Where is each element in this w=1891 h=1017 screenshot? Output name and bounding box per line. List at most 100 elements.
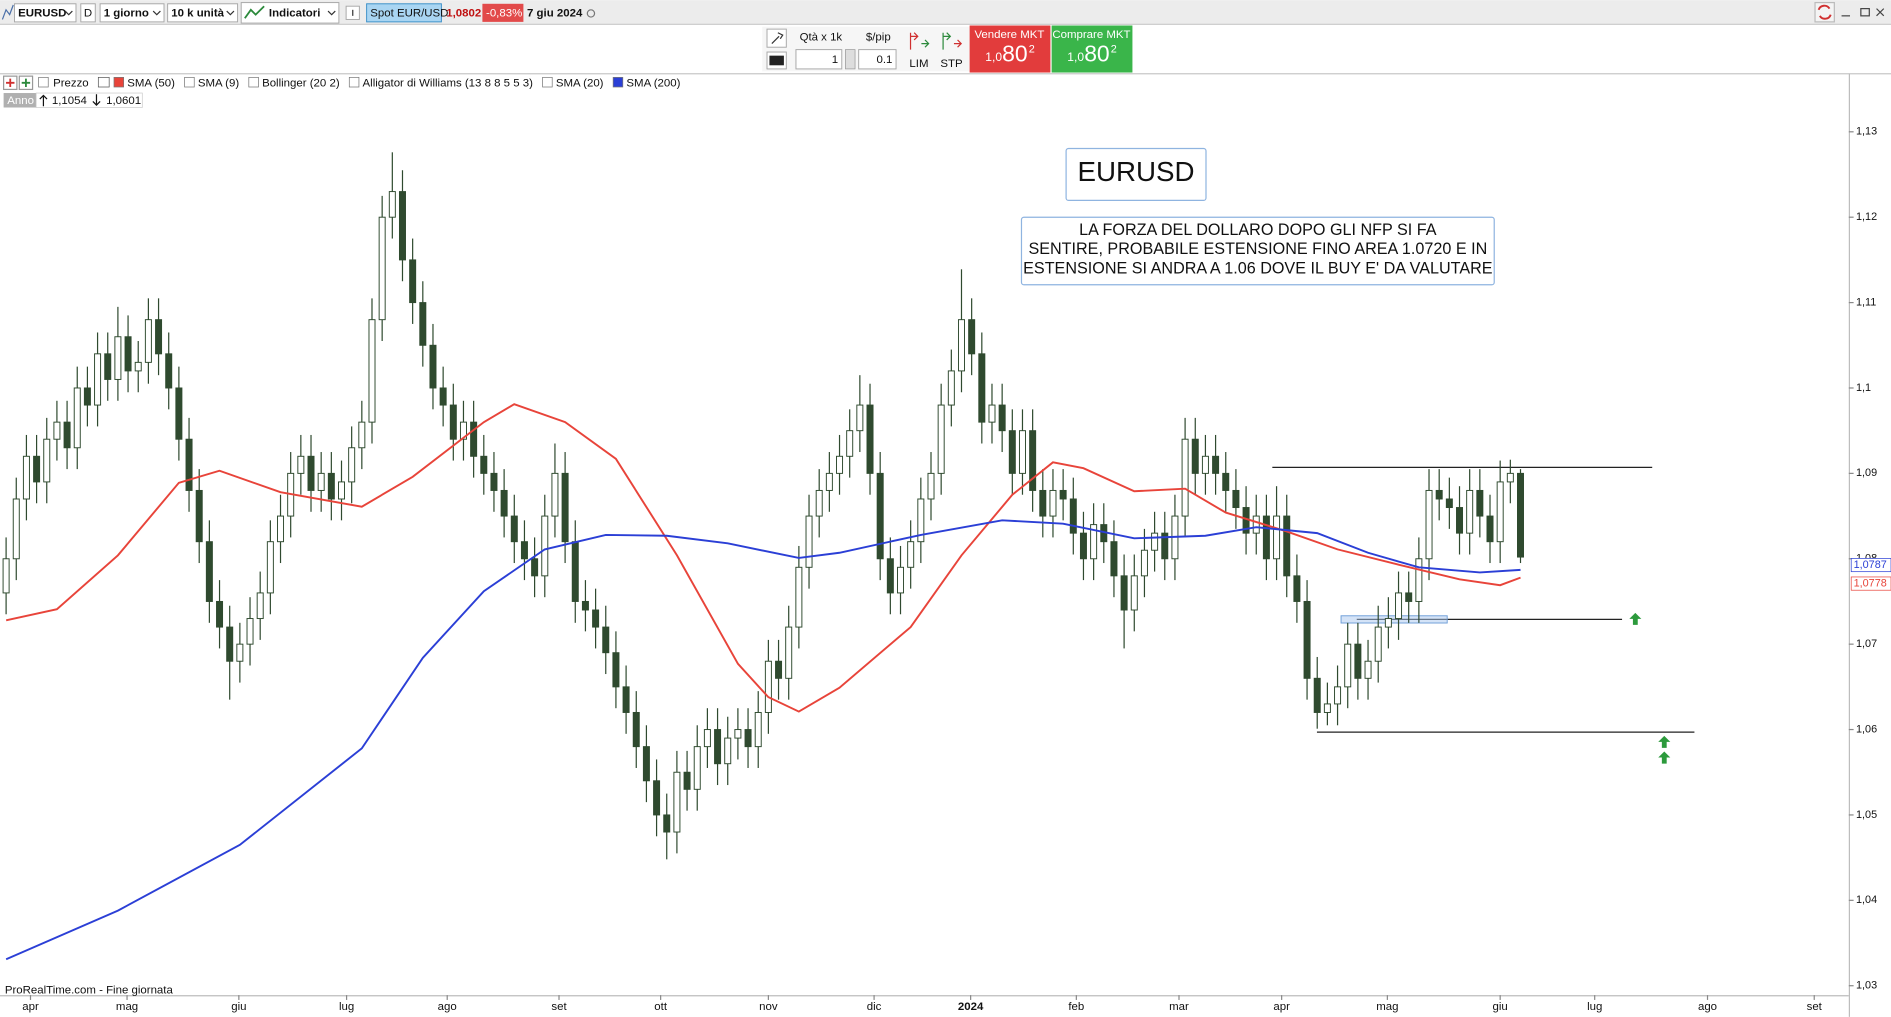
candle-body: [1090, 524, 1098, 560]
candle-body: [714, 729, 722, 765]
list-icon: [97, 76, 110, 88]
x-tick-label: 2024: [958, 1001, 984, 1013]
candle-body: [195, 489, 203, 543]
candle-body: [1456, 507, 1464, 534]
candle-body: [1039, 489, 1047, 517]
qty-value: 1: [832, 54, 838, 66]
candle-body: [510, 515, 518, 543]
legend-entry[interactable]: Alligator di Williams (13 8 8 5 5 3): [363, 77, 534, 89]
qty-spinner[interactable]: [845, 49, 856, 70]
candle-body: [571, 541, 579, 602]
candle-body: [1435, 489, 1443, 500]
x-tick-label: set: [1807, 1001, 1823, 1013]
candle-body: [1476, 489, 1484, 517]
legend-entry[interactable]: Prezzo: [53, 77, 89, 89]
candle-body: [266, 541, 274, 594]
candle-body: [470, 421, 478, 457]
stop-label[interactable]: STP: [940, 58, 963, 70]
instrument-box[interactable]: [366, 3, 442, 23]
candle-body: [1303, 600, 1311, 679]
candle-body: [63, 421, 71, 449]
candle-body: [581, 600, 589, 611]
caret: [152, 10, 161, 16]
x-tick-label: apr: [22, 1001, 39, 1013]
period-low: 1,0601: [106, 95, 141, 107]
stop-icon[interactable]: [942, 32, 952, 50]
candle-body: [226, 626, 234, 662]
candle-body: [1415, 558, 1423, 602]
symbol-box[interactable]: [13, 3, 77, 23]
legend-entry[interactable]: SMA (200): [626, 77, 680, 89]
candle-body: [693, 746, 701, 790]
x-tick-label: dic: [867, 1001, 882, 1013]
legend-checkbox: [348, 76, 360, 88]
indicators-label: Indicatori: [269, 7, 320, 19]
x-tick-label: mag: [1376, 1001, 1398, 1013]
candle-body: [1384, 618, 1392, 628]
period-code-box[interactable]: [80, 3, 96, 23]
candle-body: [795, 566, 803, 628]
legend-entry[interactable]: Bollinger (20 2): [262, 77, 340, 89]
candle-body: [1313, 677, 1321, 713]
app-icon[interactable]: [1, 4, 14, 20]
limit-icon[interactable]: [909, 32, 919, 50]
x-tick-label: giu: [1493, 1001, 1508, 1013]
candle-body: [551, 472, 559, 517]
candle-body: [205, 541, 213, 602]
sell-button[interactable]: [969, 25, 1051, 73]
candle-body: [1374, 626, 1382, 662]
period-label: Anno: [7, 95, 34, 107]
candle-body: [1069, 498, 1077, 534]
candle-body: [2, 558, 10, 594]
y-tick-label: 1,11: [1856, 296, 1876, 308]
restore-button[interactable]: [1860, 8, 1870, 17]
limit-label[interactable]: LIM: [909, 58, 928, 70]
candle-body: [1029, 430, 1037, 491]
last-value-label: 1,0778: [1854, 577, 1887, 589]
candle-body: [155, 319, 163, 355]
legend-entry[interactable]: SMA (20): [556, 77, 604, 89]
candle-body: [409, 259, 417, 304]
legend-entry[interactable]: SMA (9): [198, 77, 240, 89]
candle-body: [358, 421, 366, 449]
quantity-box[interactable]: [167, 3, 239, 23]
timeframe: 1 giorno: [104, 7, 149, 19]
candle-body: [94, 353, 102, 406]
caret: [226, 10, 235, 16]
x-tick-label: nov: [759, 1001, 778, 1013]
candle-body: [937, 404, 945, 474]
candle-body: [744, 729, 752, 748]
buy-price-main: 80: [1084, 41, 1109, 67]
x-tick-label: giu: [231, 1001, 246, 1013]
candle-body: [216, 600, 224, 628]
annotation-box[interactable]: [1020, 216, 1495, 286]
candle-body: [1273, 515, 1281, 560]
qty-input[interactable]: [795, 49, 843, 70]
candle-body: [734, 729, 742, 739]
annotation-title-box[interactable]: [1065, 147, 1207, 201]
buy-arrow-icon: [1658, 735, 1671, 764]
pip-input[interactable]: [858, 49, 897, 70]
timeframe-box[interactable]: [99, 3, 165, 23]
change-box: [482, 3, 524, 22]
candle-body: [83, 387, 91, 406]
candle-body: [917, 498, 925, 543]
candle-body: [114, 336, 122, 380]
last-value-box: [1850, 558, 1891, 573]
candle-body: [1354, 643, 1362, 679]
candle-body: [1496, 481, 1504, 543]
candle-body: [1344, 643, 1352, 688]
period-box: [3, 93, 37, 108]
candle-body: [490, 472, 498, 491]
close-button[interactable]: [1876, 8, 1885, 17]
candle-body: [1445, 498, 1453, 509]
legend-entry[interactable]: SMA (50): [127, 77, 175, 89]
candle-body: [419, 302, 427, 346]
indicators-button[interactable]: [240, 2, 340, 24]
buy-button[interactable]: [1051, 25, 1133, 73]
candle-body: [33, 455, 41, 483]
candle-body: [683, 771, 691, 790]
candle-body: [754, 711, 762, 748]
candle-body: [297, 455, 305, 474]
candle-body: [1049, 489, 1057, 517]
